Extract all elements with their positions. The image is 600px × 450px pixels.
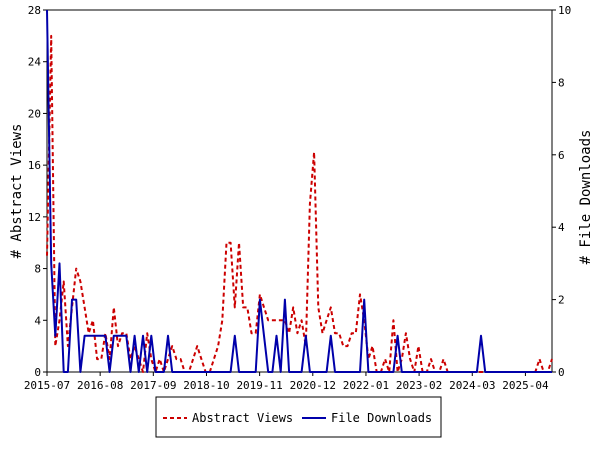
right-tick-label: 0 xyxy=(558,366,565,379)
x-tick-label: 2016-08 xyxy=(77,379,123,392)
right-tick-label: 8 xyxy=(558,76,565,89)
x-tick-label: 2018-10 xyxy=(183,379,229,392)
left-tick-label: 20 xyxy=(28,107,41,120)
left-tick-label: 4 xyxy=(34,314,41,327)
right-tick-label: 4 xyxy=(558,221,565,234)
plot-area xyxy=(46,9,553,373)
right-axis-label: # File Downloads xyxy=(578,130,594,265)
x-tick-label: 2015-07 xyxy=(24,379,70,392)
right-tick-label: 6 xyxy=(558,149,565,162)
left-tick-label: 28 xyxy=(28,4,41,17)
left-tick-label: 24 xyxy=(28,56,42,69)
right-axis-ticks: 0 2 4 6 8 10 xyxy=(552,4,571,379)
x-tick-label: 2024-03 xyxy=(449,379,495,392)
left-tick-label: 12 xyxy=(28,211,41,224)
left-tick-label: 8 xyxy=(34,263,41,276)
x-tick-label: 2022-01 xyxy=(343,379,389,392)
legend: Abstract Views File Downloads xyxy=(155,396,442,438)
legend-label-abstract-views: Abstract Views xyxy=(192,411,293,425)
right-tick-label: 2 xyxy=(558,294,565,307)
legend-box xyxy=(155,396,442,438)
x-axis-ticks: 2015-07 2016-08 2017-09 2018-10 2019-11 2020-… xyxy=(24,372,549,392)
legend-label-file-downloads: File Downloads xyxy=(331,411,432,425)
series-layer xyxy=(46,9,553,373)
left-axis-ticks: 0 4 8 12 16 20 24 28 xyxy=(28,4,47,379)
right-tick-label: 10 xyxy=(558,4,571,17)
x-tick-label: 2020-12 xyxy=(290,379,336,392)
x-tick-label: 2025-04 xyxy=(502,379,549,392)
series-line-file-downloads xyxy=(46,9,552,373)
left-tick-label: 0 xyxy=(34,366,41,379)
left-axis-label: # Abstract Views xyxy=(9,124,25,259)
x-tick-label: 2019-11 xyxy=(236,379,282,392)
x-tick-label: 2023-02 xyxy=(396,379,442,392)
x-tick-label: 2017-09 xyxy=(130,379,176,392)
left-tick-label: 16 xyxy=(28,159,41,172)
